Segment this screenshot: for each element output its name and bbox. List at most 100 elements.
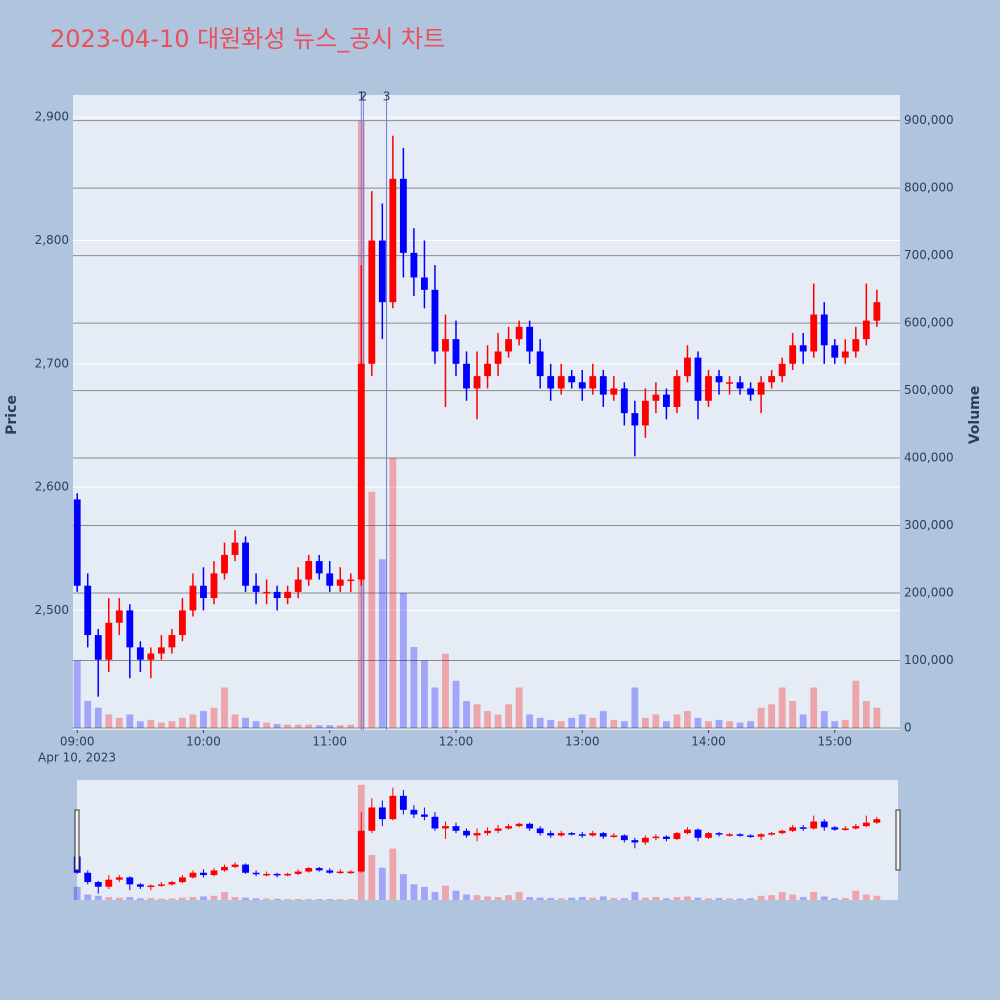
slider-volume-bar bbox=[294, 898, 302, 900]
slider-volume-bar bbox=[105, 897, 113, 900]
slider-volume-bar bbox=[368, 854, 376, 900]
volume-bar bbox=[157, 722, 165, 728]
slider-candle bbox=[105, 879, 113, 887]
slider-candle bbox=[94, 882, 102, 887]
slider-volume-bar bbox=[505, 895, 513, 900]
slider-handle[interactable] bbox=[74, 809, 80, 871]
slider-volume-bar bbox=[810, 891, 818, 900]
candle-body bbox=[589, 376, 597, 389]
volume-bar bbox=[726, 721, 733, 728]
candle-body bbox=[610, 388, 618, 395]
candle-body bbox=[852, 339, 860, 352]
annotation-label: 2 bbox=[360, 90, 368, 104]
candle-body bbox=[452, 339, 460, 364]
candle-body bbox=[652, 394, 660, 401]
slider-handle[interactable] bbox=[895, 809, 901, 871]
candle-body bbox=[463, 363, 470, 389]
candle-body bbox=[715, 376, 723, 383]
volume-bar bbox=[747, 721, 755, 728]
volume-bar bbox=[831, 721, 839, 728]
volume-bar bbox=[147, 719, 155, 728]
candle-body bbox=[557, 376, 565, 389]
volume-bar bbox=[168, 721, 176, 728]
slider-volume-bar bbox=[189, 897, 197, 900]
slider-volume-bar bbox=[705, 898, 712, 900]
candle-body bbox=[347, 579, 355, 582]
slider-volume-bar bbox=[336, 899, 344, 900]
slider-volume-bar bbox=[378, 867, 386, 900]
candle-body bbox=[221, 554, 228, 574]
slider-volume-bar bbox=[515, 891, 523, 900]
slider-volume-bar bbox=[347, 898, 355, 900]
slider-candle bbox=[473, 833, 481, 836]
slider-volume-bar bbox=[673, 897, 681, 900]
candle-body bbox=[305, 561, 313, 580]
slider-volume-bar bbox=[736, 898, 744, 900]
volume-bar bbox=[115, 717, 123, 728]
slider-candle bbox=[305, 868, 313, 872]
slider-volume-bar bbox=[831, 898, 839, 900]
slider-volume-bar bbox=[494, 897, 502, 900]
slider-candle bbox=[799, 827, 807, 829]
volume-bar bbox=[431, 687, 439, 728]
volume-bar bbox=[536, 717, 544, 728]
x-tick-label: 11:00 bbox=[312, 735, 347, 749]
y2-tick-label: 500,000 bbox=[904, 383, 954, 397]
candle-body bbox=[747, 388, 755, 395]
candle-body bbox=[578, 382, 586, 389]
candle-body bbox=[568, 376, 576, 383]
volume-bar bbox=[94, 707, 102, 728]
volume-bar bbox=[610, 719, 618, 728]
candle-body bbox=[442, 339, 449, 352]
slider-volume-bar bbox=[747, 898, 755, 900]
candle-body bbox=[862, 320, 870, 340]
volume-bar bbox=[484, 711, 491, 728]
slider-volume-bar bbox=[599, 896, 607, 900]
candle-body bbox=[799, 345, 807, 352]
volume-bar bbox=[421, 660, 428, 728]
volume-bar bbox=[715, 719, 723, 728]
slider-candle bbox=[284, 873, 292, 876]
slider-volume-bar bbox=[463, 894, 470, 900]
slider-candle bbox=[389, 795, 397, 820]
slider-volume-bar bbox=[536, 897, 544, 900]
y2-axis-title: Volume bbox=[967, 386, 983, 445]
volume-bar bbox=[526, 714, 534, 728]
slider-volume-bar bbox=[157, 898, 165, 900]
candle-body bbox=[378, 240, 386, 303]
slider-candle bbox=[747, 835, 755, 837]
slider-volume-bar bbox=[715, 898, 723, 900]
volume-bar bbox=[494, 714, 502, 728]
volume-bar bbox=[841, 719, 849, 728]
slider-volume-bar bbox=[389, 848, 397, 900]
slider-volume-bar bbox=[799, 897, 807, 900]
slider-candle bbox=[442, 826, 449, 829]
volume-bar bbox=[84, 700, 92, 728]
slider-volume-bar bbox=[84, 894, 92, 900]
candle-body bbox=[73, 499, 81, 586]
volume-bar bbox=[105, 714, 113, 728]
slider-volume-bar bbox=[231, 897, 239, 900]
volume-bar bbox=[179, 717, 186, 728]
y2-tick-label: 0 bbox=[904, 720, 912, 734]
slider-volume-bar bbox=[147, 898, 155, 900]
slider-volume-bar bbox=[179, 897, 186, 900]
candle-body bbox=[84, 585, 92, 636]
slider-candle bbox=[810, 821, 818, 829]
slider-volume-bar bbox=[126, 897, 134, 900]
slider-volume-bar bbox=[242, 897, 249, 900]
candle-body bbox=[273, 591, 281, 599]
candle-body bbox=[326, 573, 334, 586]
slider-volume-bar bbox=[221, 891, 228, 900]
volume-bar bbox=[305, 724, 313, 728]
candle-body bbox=[410, 252, 418, 278]
slider-volume-bar bbox=[841, 898, 849, 900]
slider-candle bbox=[620, 835, 628, 841]
slider-candle bbox=[399, 795, 407, 810]
slider-volume-bar bbox=[200, 896, 207, 900]
candle-body bbox=[105, 622, 113, 660]
slider-candle bbox=[536, 828, 544, 834]
volume-bar bbox=[547, 719, 555, 728]
slider-candle bbox=[568, 833, 576, 835]
